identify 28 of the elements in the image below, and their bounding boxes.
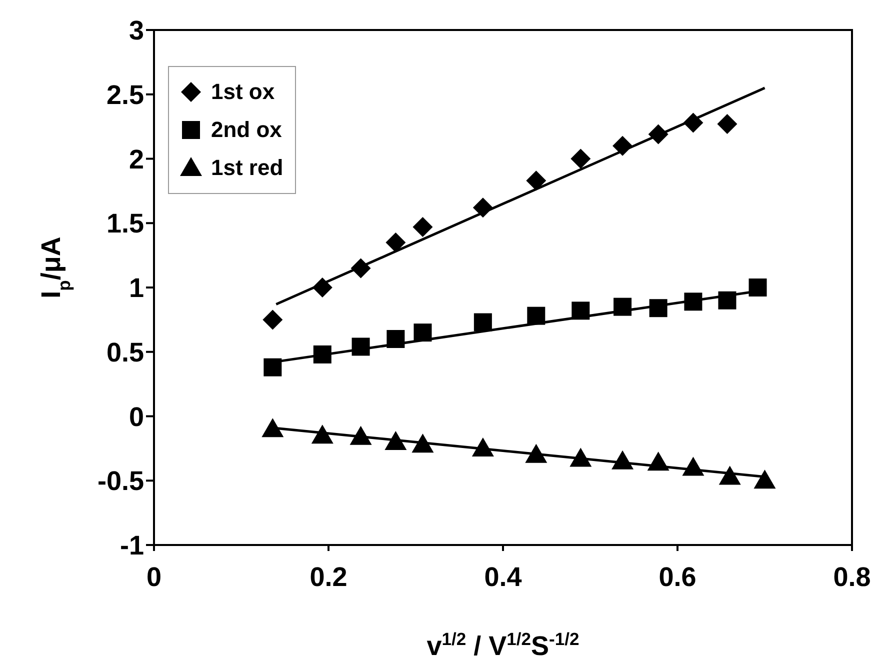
x-tick-label: 0.4 [484, 562, 522, 592]
y-tick-label: 3 [128, 16, 144, 46]
x-axis-title: v$^{1/2}$ / V$^{1/2}$S$^{-1/2}$ [426, 629, 580, 661]
y-tick-label: 0.5 [106, 337, 144, 368]
point [526, 170, 546, 191]
point [386, 232, 406, 252]
point [262, 310, 283, 330]
x-tick-label: 0.6 [658, 562, 696, 592]
point [718, 466, 741, 485]
y-tick-label: -0.5 [97, 466, 144, 496]
point [570, 148, 591, 169]
legend-label: 1st red [211, 155, 284, 181]
y-tick-label: -1 [120, 530, 144, 561]
point [412, 216, 433, 237]
point [474, 313, 492, 332]
legend-label: 1st ox [211, 79, 275, 105]
legend-label: 2nd ox [211, 117, 282, 143]
point [717, 114, 738, 134]
point [264, 358, 282, 376]
y-tick-label: 1.5 [106, 208, 144, 239]
x-tick-label: 0.8 [833, 562, 871, 592]
x-tick-label: 0.2 [310, 562, 348, 592]
y-tick-label: 2.5 [106, 80, 144, 110]
point [754, 470, 776, 489]
point [262, 418, 284, 438]
y-tick-label: 0 [128, 402, 144, 432]
y-tick-label: 1 [128, 273, 144, 304]
y-tick-label: 2 [128, 144, 144, 174]
